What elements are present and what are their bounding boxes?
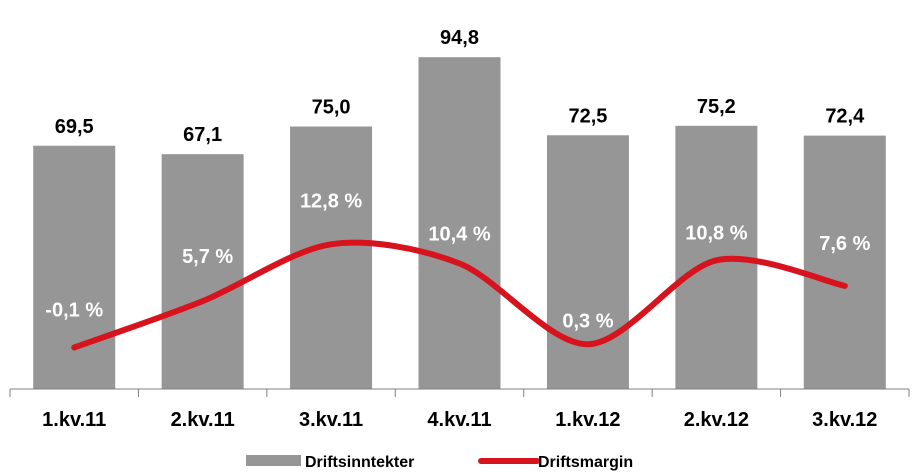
margin-value-label: -0,1 % xyxy=(45,300,103,322)
bar-4.kv.11 xyxy=(418,57,501,389)
x-tick-label: 2.kv.11 xyxy=(171,409,235,431)
legend-label-line: Driftsmargin xyxy=(538,454,633,471)
margin-value-label: 5,7 % xyxy=(182,246,233,268)
x-tick-label: 4.kv.11 xyxy=(427,409,491,431)
margin-value-label: 0,3 % xyxy=(562,310,613,332)
x-tick-labels: 1.kv.11 2.kv.11 3.kv.11 4.kv.11 1.kv.12 2.kv.… xyxy=(42,409,877,431)
margin-line xyxy=(71,239,848,351)
legend-swatch-bar xyxy=(246,455,301,466)
bar-value-label: 67,1 xyxy=(183,124,222,146)
x-tick-label: 2.kv.12 xyxy=(684,409,749,431)
x-tick-label: 1.kv.12 xyxy=(555,409,620,431)
bar-labels-layer: 69,5 67,1 75,0 94,8 72,5 75,2 72,4 xyxy=(55,27,865,146)
margin-value-label: 12,8 % xyxy=(300,190,362,212)
legend-label-bar: Driftsinntekter xyxy=(305,454,414,471)
pct-labels-layer: -0,1 % 5,7 % 12,8 % 10,4 % 0,3 % 10,8 % 7,6 % xyxy=(45,190,870,332)
bar-value-label: 72,5 xyxy=(568,105,607,127)
bar-3.kv.12 xyxy=(803,135,886,389)
bar-value-label: 75,0 xyxy=(312,97,351,119)
x-tick-label: 3.kv.12 xyxy=(812,409,877,431)
margin-value-label: 7,6 % xyxy=(819,233,870,255)
x-tick-label: 3.kv.11 xyxy=(299,409,363,431)
bar-1.kv.12 xyxy=(546,135,629,389)
x-axis xyxy=(9,388,910,397)
bar-2.kv.11 xyxy=(161,154,244,389)
bar-3.kv.11 xyxy=(290,126,373,389)
bar-value-label: 69,5 xyxy=(55,116,94,138)
bar-value-label: 94,8 xyxy=(440,27,479,49)
line-layer xyxy=(71,239,848,351)
x-tick-label: 1.kv.11 xyxy=(42,409,106,431)
bar-value-label: 72,4 xyxy=(825,106,865,128)
margin-value-label: 10,8 % xyxy=(685,222,747,244)
bar-value-label: 75,2 xyxy=(697,96,736,118)
margin-value-label: 10,4 % xyxy=(428,224,490,246)
legend: Driftsinntekter Driftsmargin xyxy=(246,454,633,471)
bar-1.kv.11 xyxy=(33,145,116,389)
